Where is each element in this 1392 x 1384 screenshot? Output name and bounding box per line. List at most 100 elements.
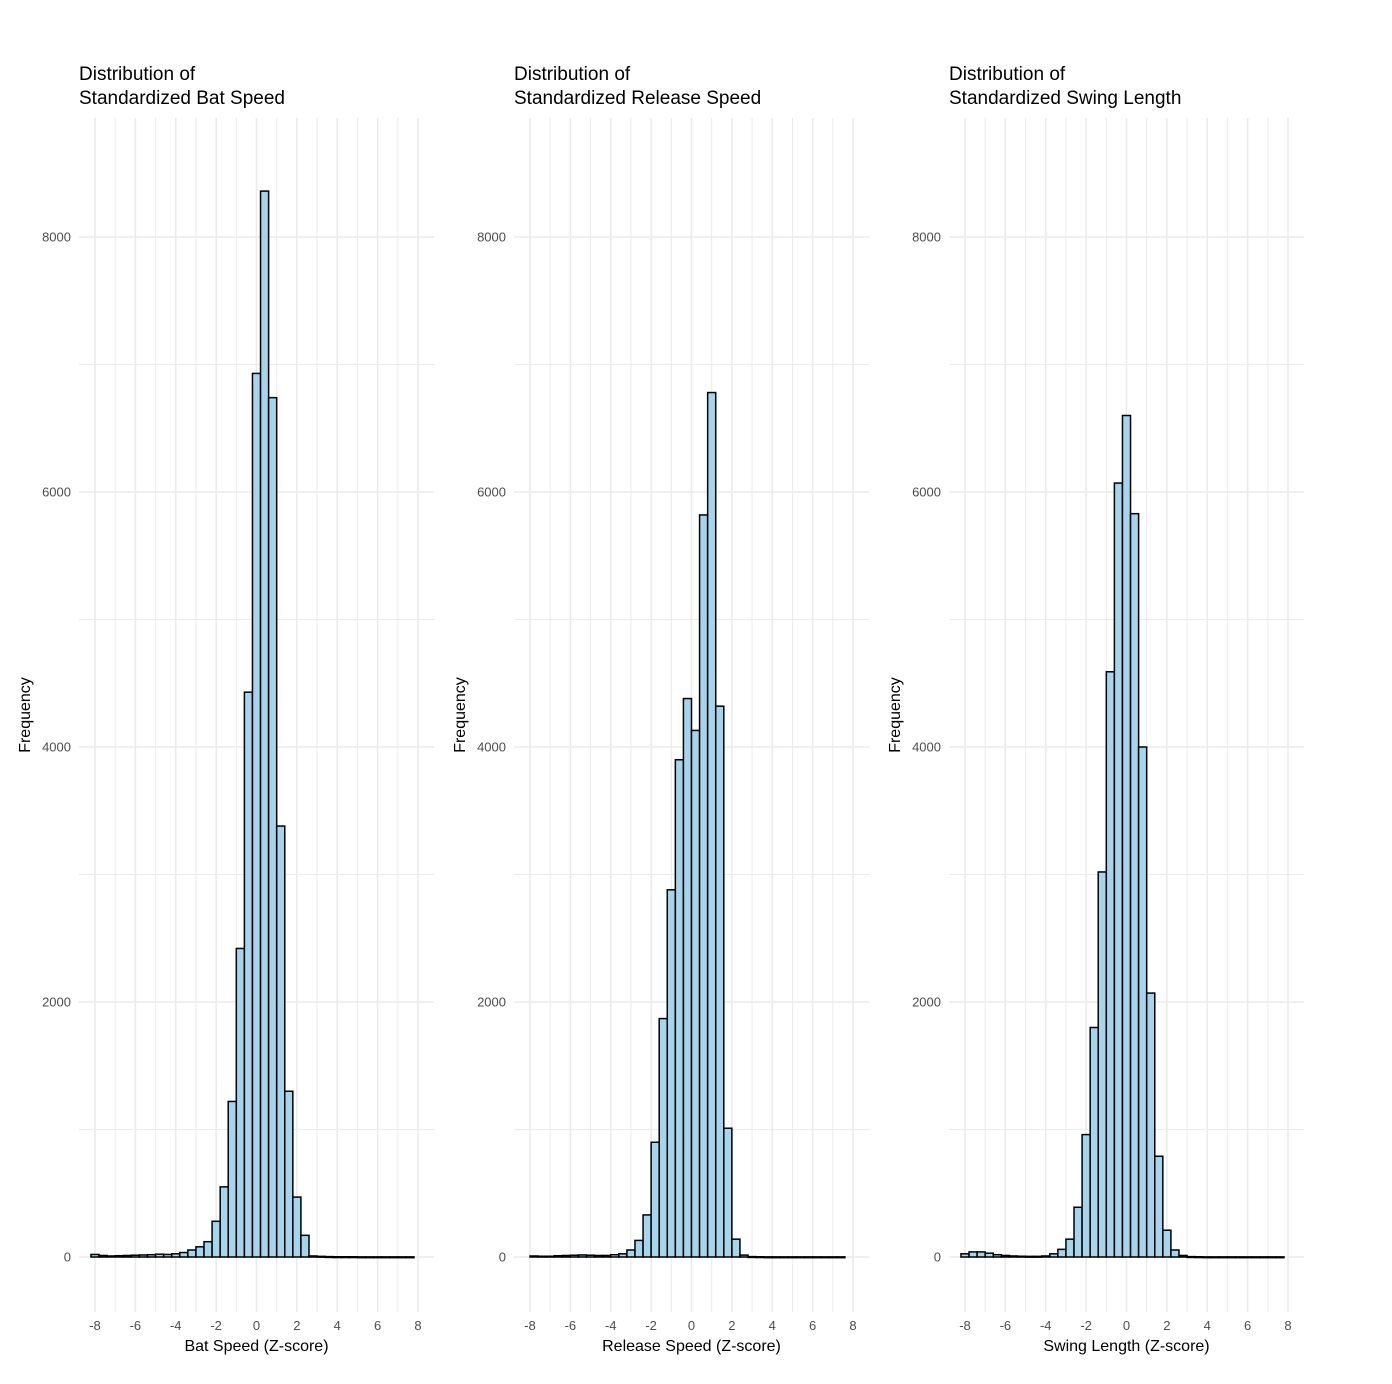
histogram-bar [162, 1253, 173, 1258]
histogram-bar [1202, 1256, 1213, 1259]
title-line: Distribution of [949, 64, 1066, 85]
y-axis-title: Frequency [887, 677, 904, 753]
y-tick-label: 4000 [477, 740, 506, 755]
histogram-bar [618, 1253, 628, 1258]
histogram-bar [1089, 1026, 1099, 1258]
histogram-bar [787, 1256, 798, 1259]
histogram-bar [755, 1255, 765, 1259]
histogram-bar [763, 1256, 773, 1259]
histogram-bar [1242, 1256, 1253, 1259]
histogram-bar [1073, 1206, 1083, 1258]
x-axis-title: Swing Length (Z-score) [1043, 1338, 1209, 1355]
x-tick-label: -6 [565, 1318, 577, 1333]
histogram-bar [203, 1240, 213, 1258]
panel-title-bat-speed: Distribution of Standardized Bat Speed [79, 63, 285, 111]
x-tick-label: 4 [334, 1318, 341, 1333]
histogram-bar [992, 1253, 1003, 1258]
histogram-bar [984, 1252, 995, 1258]
y-tick-label: 0 [499, 1250, 506, 1265]
histogram-bar [275, 825, 286, 1258]
x-tick-label: 0 [253, 1318, 260, 1333]
histogram-bar [170, 1253, 181, 1258]
histogram-bar [968, 1251, 978, 1258]
x-tick-label: -6 [130, 1318, 142, 1333]
y-tick-label: 4000 [912, 740, 941, 755]
x-tick-label: 6 [809, 1318, 816, 1333]
y-axis-title: Frequency [17, 677, 34, 753]
histogram-bar [658, 1017, 669, 1258]
histogram-bar [779, 1256, 790, 1259]
histogram-bar [795, 1256, 806, 1259]
histogram-bar [1267, 1256, 1277, 1259]
histogram-bar [1210, 1256, 1221, 1259]
y-tick-label: 0 [934, 1250, 941, 1265]
histogram-bar [146, 1253, 157, 1258]
histogram-bar [195, 1246, 205, 1258]
histogram-bar [1234, 1256, 1245, 1259]
histogram-bar [714, 705, 725, 1258]
histogram-bar [674, 759, 685, 1258]
histogram-bar [1162, 1229, 1172, 1258]
histogram-bar [682, 697, 693, 1258]
histogram-bar [1016, 1255, 1027, 1258]
histogram-bar [593, 1254, 604, 1258]
histogram-bar [122, 1254, 133, 1258]
x-tick-label: 0 [1123, 1318, 1130, 1333]
histogram-bar [747, 1255, 757, 1259]
title-line: Standardized Release Speed [514, 88, 762, 109]
histogram-bar [267, 396, 278, 1258]
panel-title-swing-length: Distribution of Standardized Swing Lengt… [949, 63, 1181, 111]
histogram-bar [138, 1254, 149, 1258]
histogram-bar [292, 1196, 302, 1258]
histogram-bar [316, 1255, 326, 1258]
x-tick-label: 6 [374, 1318, 381, 1333]
histogram-bar [1170, 1249, 1180, 1258]
histogram-bar [529, 1255, 539, 1258]
histogram-bar [1194, 1255, 1204, 1259]
histogram-bar [227, 1100, 238, 1258]
y-tick-label: 0 [64, 1250, 71, 1265]
panel-title-release-speed: Distribution of Standardized Release Spe… [514, 63, 761, 111]
histogram-bar [405, 1256, 415, 1259]
histogram-bar [356, 1256, 367, 1259]
histogram-bar [1065, 1238, 1075, 1258]
histogram-bar [372, 1256, 383, 1259]
histogram-bar [828, 1256, 838, 1259]
x-tick-label: -6 [1000, 1318, 1012, 1333]
histogram-bar [811, 1256, 822, 1259]
y-tick-label: 4000 [42, 740, 71, 755]
histogram-panel: 0 2000 4000 6000 8000 -8 -6 -4 -2 0 2 4 6 8 Bat Speed … [17, 118, 434, 1355]
histogram-bar [642, 1214, 652, 1258]
histogram-bar [251, 372, 262, 1258]
histogram-bar [340, 1255, 351, 1259]
histogram-bar [698, 514, 709, 1258]
histogram-bar [610, 1253, 620, 1258]
x-tick-label: -8 [959, 1318, 971, 1333]
histogram-bar [976, 1251, 986, 1258]
histogram-bar [836, 1256, 846, 1259]
histogram-bar [545, 1255, 555, 1258]
x-tick-label: 0 [688, 1318, 695, 1333]
histogram-bar [1258, 1256, 1269, 1259]
histogram-bar [90, 1253, 100, 1258]
histogram-bar [706, 391, 717, 1258]
x-axis-title: Bat Speed (Z-score) [184, 1338, 328, 1355]
y-tick-label: 6000 [912, 485, 941, 500]
x-tick-label: 2 [728, 1318, 735, 1333]
x-tick-label: -4 [1040, 1318, 1052, 1333]
title-line: Standardized Swing Length [949, 88, 1182, 109]
y-axis-title: Frequency [452, 677, 469, 753]
y-tick-label: 2000 [477, 995, 506, 1010]
histogram-bar [803, 1256, 814, 1259]
histogram-bar [332, 1255, 343, 1259]
histogram-bar [690, 729, 701, 1258]
histogram-bar [553, 1254, 564, 1258]
histogram-panel: 0 2000 4000 6000 8000 -8 -6 -4 -2 0 2 4 6 8 Swing Leng… [887, 118, 1304, 1355]
histogram-bar [1178, 1254, 1188, 1258]
histogram-bar [1040, 1255, 1051, 1258]
y-tick-label: 2000 [42, 995, 71, 1010]
histogram-bar [130, 1254, 141, 1258]
histogram-bar [1008, 1255, 1019, 1258]
x-tick-label: 2 [1163, 1318, 1170, 1333]
